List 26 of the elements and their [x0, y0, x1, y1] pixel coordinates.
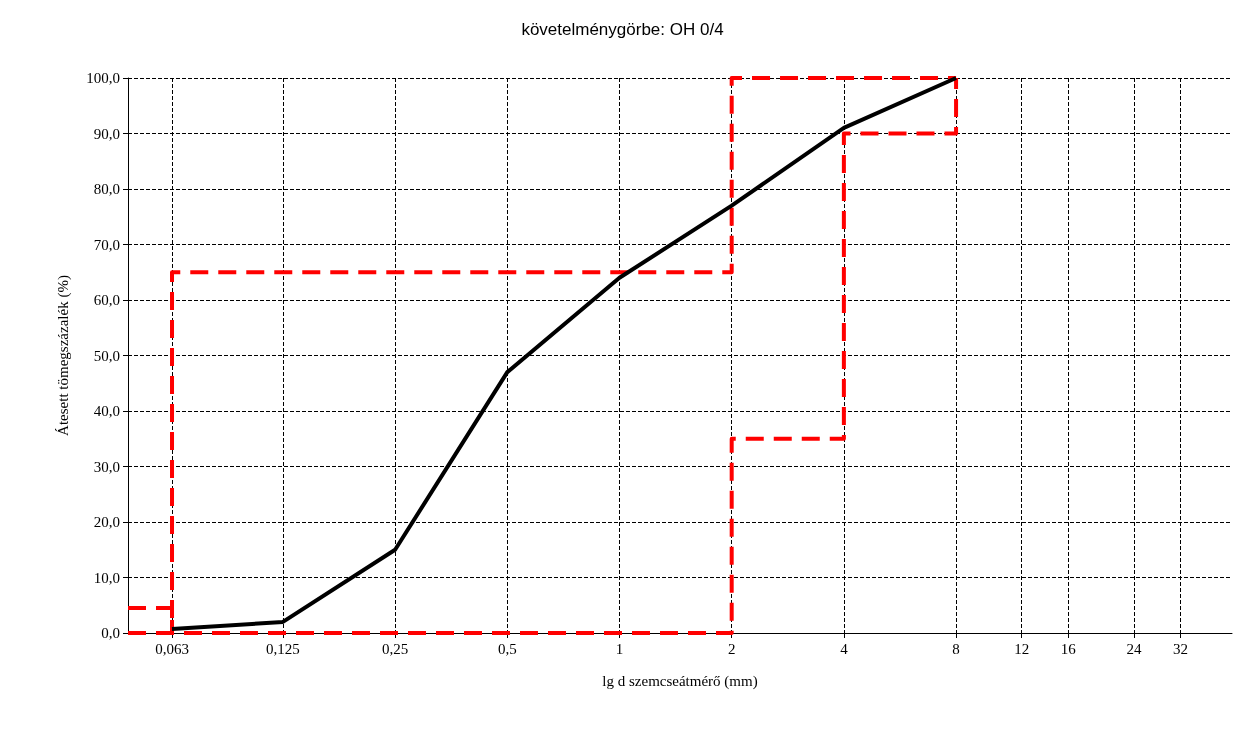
- x-axis-title: lg d szemcseátmérő (mm): [602, 672, 758, 690]
- chart-title: követelménygörbe: OH 0/4: [521, 20, 724, 39]
- x-tick-label: 0,063: [155, 640, 189, 657]
- x-tick-label: 0,125: [266, 640, 300, 657]
- x-tick-label: 1: [615, 640, 624, 657]
- y-tick-label: 80,0: [93, 181, 120, 197]
- y-tick-label: 50,0: [93, 347, 120, 364]
- x-tick-label: 8: [952, 640, 960, 657]
- y-axis-title: Átesett tömegszázalék (%): [54, 275, 72, 436]
- y-tick-label: 100,0: [86, 70, 120, 86]
- x-tick-label: 0,5: [497, 640, 517, 657]
- x-tick-label: 12: [1014, 640, 1030, 657]
- x-tick-label: 0,25: [381, 640, 409, 657]
- x-tick-label: 2: [727, 640, 736, 657]
- y-tick-label: 20,0: [93, 514, 120, 530]
- x-tick-label: 32: [1172, 640, 1188, 657]
- y-tick-label: 30,0: [93, 458, 120, 475]
- y-tick-label: 0,0: [101, 625, 120, 641]
- y-tick-label: 60,0: [93, 292, 120, 308]
- y-tick-label: 70,0: [93, 236, 120, 253]
- x-tick-label: 4: [840, 640, 849, 657]
- x-tick-label: 16: [1060, 640, 1077, 657]
- y-tick-label: 10,0: [93, 569, 120, 586]
- y-tick-label: 90,0: [93, 125, 120, 142]
- y-tick-label: 40,0: [93, 403, 120, 419]
- x-tick-label: 24: [1126, 640, 1142, 657]
